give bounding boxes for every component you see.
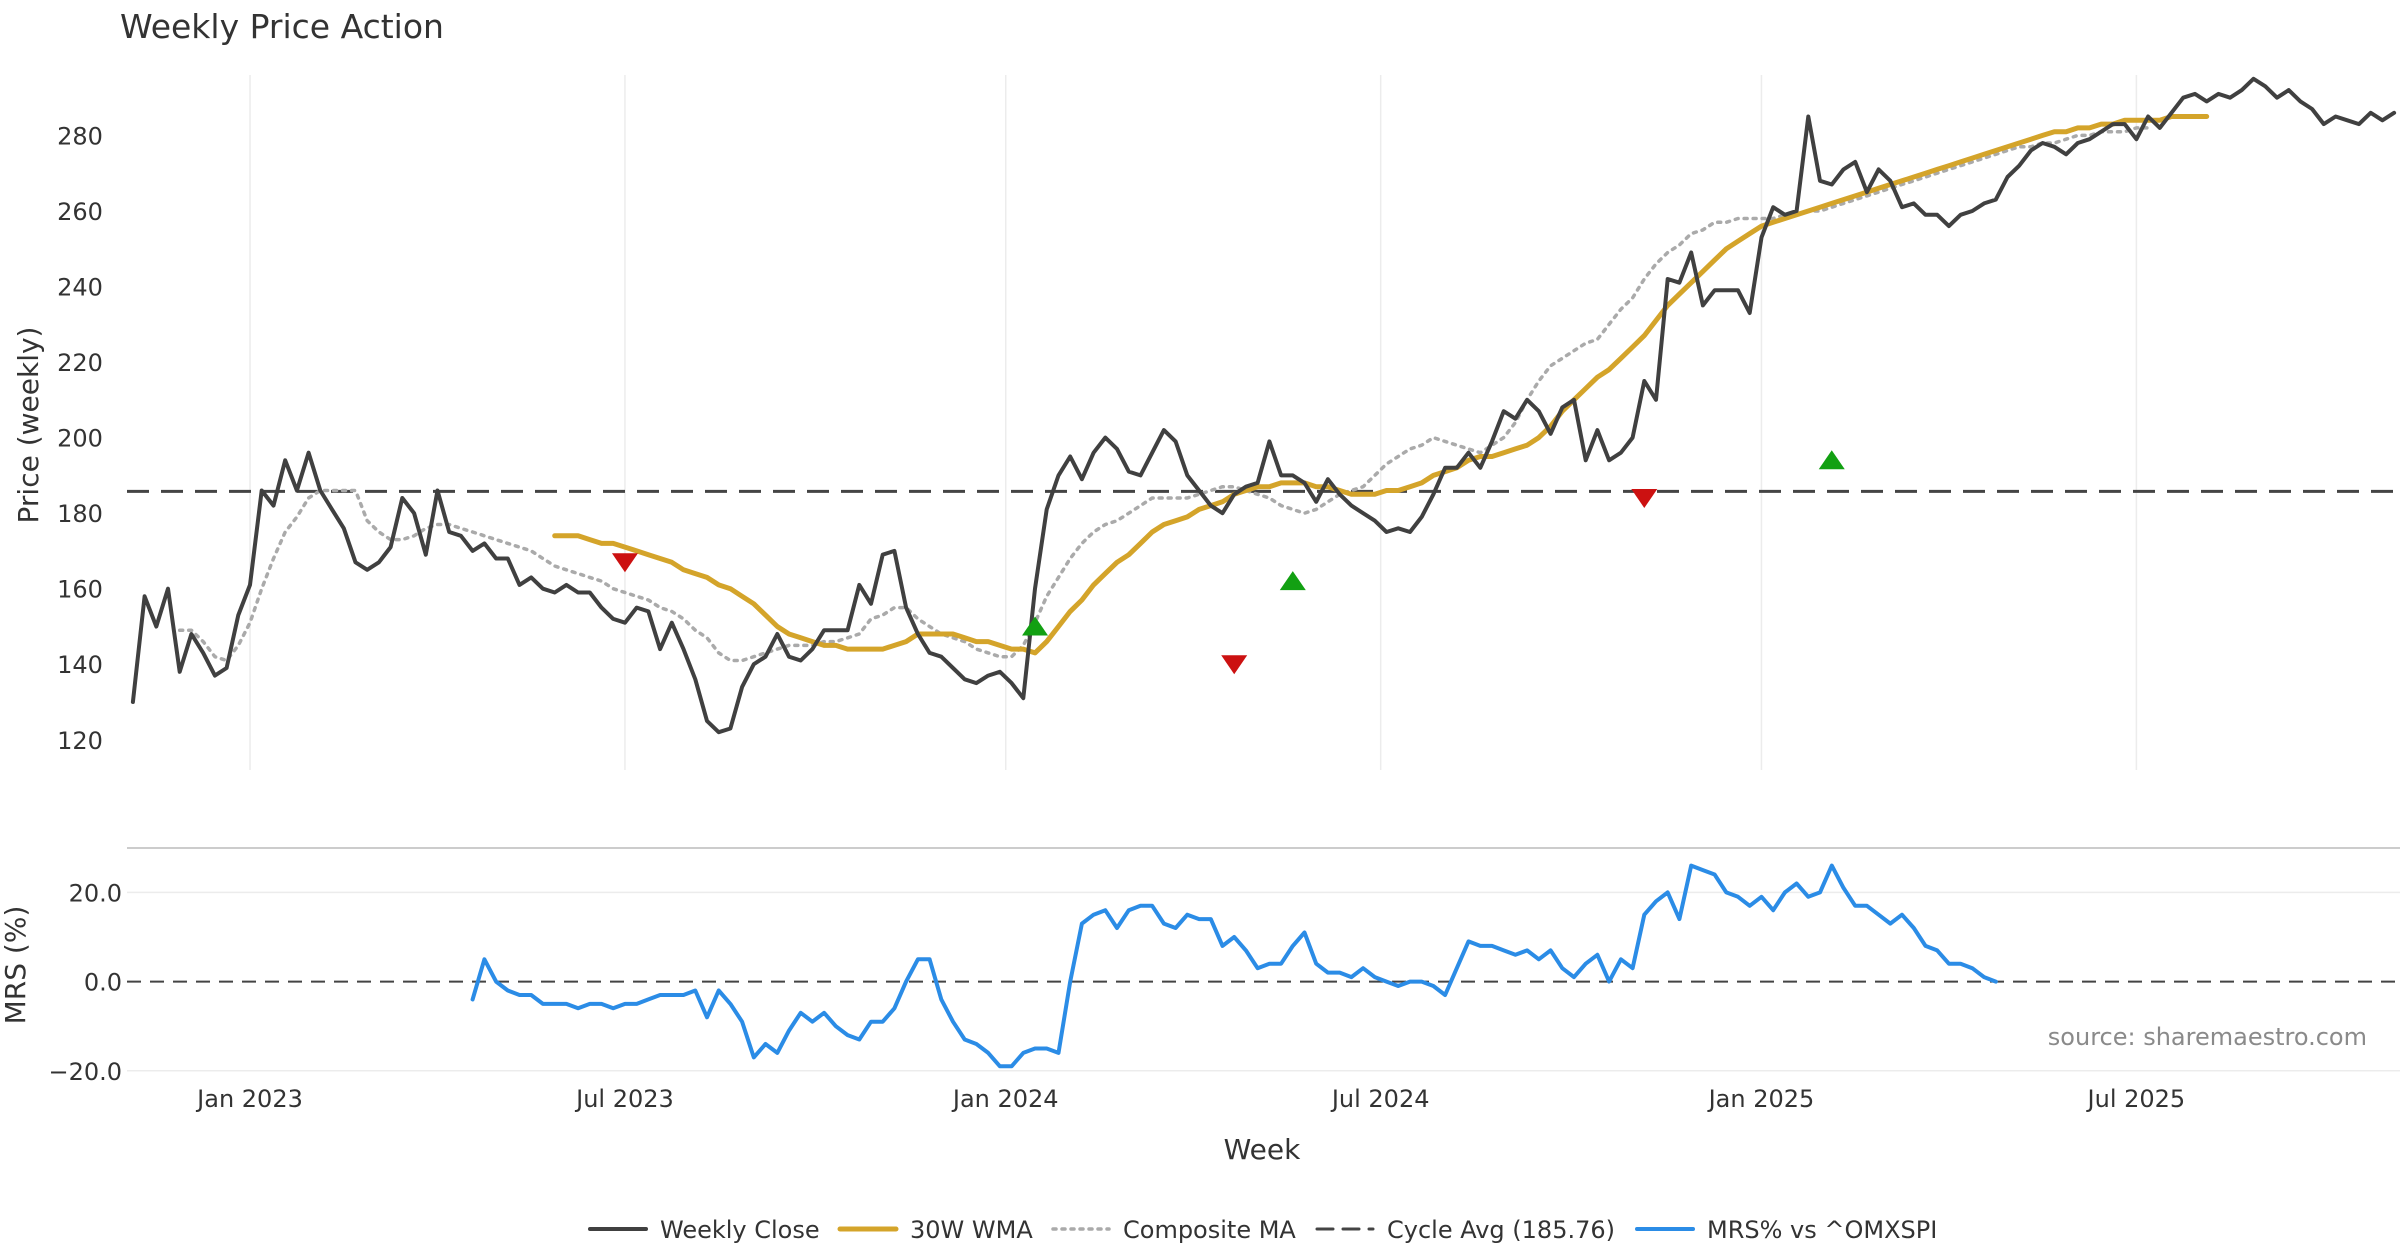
buy-signal-marker [1022, 616, 1049, 636]
mrs-y-tick-label: −20.0 [48, 1058, 122, 1086]
sell-signal-marker [1221, 655, 1248, 675]
tick-layer: Jan 2023 Jul 2023 Jan 2024 Jul 2024 Jan 2025… [48, 122, 2185, 1113]
price-y-tick-label: 140 [57, 651, 103, 679]
mrs-y-tick-label: 0.0 [84, 969, 122, 997]
price-y-tick-label: 240 [57, 274, 103, 302]
composite-ma-line [177, 126, 2150, 663]
mrs-line [470, 863, 1998, 1069]
price-axis-label: Price (weekly) [12, 327, 45, 524]
price-y-tick-label: 120 [57, 727, 103, 755]
legend-cycle-avg-label: Cycle Avg (185.76) [1387, 1216, 1615, 1244]
x-tick-label: Jan 2025 [1707, 1085, 1815, 1113]
x-tick-label: Jul 2023 [574, 1085, 674, 1113]
source-annotation: source: sharemaestro.com [2048, 1023, 2367, 1051]
sell-signal-marker [611, 553, 638, 573]
price-y-tick-label: 200 [57, 425, 103, 453]
chart-title: Weekly Price Action [120, 7, 444, 46]
x-tick-label: Jul 2024 [1330, 1085, 1430, 1113]
mrs-axis-label: MRS (%) [0, 906, 32, 1025]
legend-30w-wma-label: 30W WMA [910, 1216, 1033, 1244]
30w-wma-line [552, 114, 2210, 656]
legend-mrs-label: MRS% vs ^OMXSPI [1707, 1216, 1937, 1244]
grid [127, 75, 2400, 1072]
x-tick-label: Jan 2023 [195, 1085, 303, 1113]
price-y-tick-label: 220 [57, 349, 103, 377]
weekly-close-line [130, 76, 2397, 735]
price-y-tick-label: 160 [57, 576, 103, 604]
buy-signal-marker [1818, 450, 1845, 470]
x-tick-label: Jul 2025 [2086, 1085, 2186, 1113]
signal-layer [611, 450, 1845, 675]
mrs-y-tick-label: 20.0 [69, 879, 122, 907]
series-layer [130, 76, 2397, 1069]
buy-signal-marker [1279, 571, 1306, 591]
legend-weekly-close-label: Weekly Close [660, 1216, 820, 1244]
sell-signal-marker [1631, 489, 1658, 509]
legend-composite-ma-label: Composite MA [1123, 1216, 1296, 1244]
price-y-tick-label: 260 [57, 198, 103, 226]
x-axis-label: Week [1224, 1133, 1301, 1166]
x-tick-label: Jan 2024 [951, 1085, 1059, 1113]
legend: Weekly Close 30W WMA Composite MA Cycle Avg… [588, 1216, 1937, 1244]
price-y-tick-label: 280 [57, 122, 103, 150]
price-y-tick-label: 180 [57, 500, 103, 528]
